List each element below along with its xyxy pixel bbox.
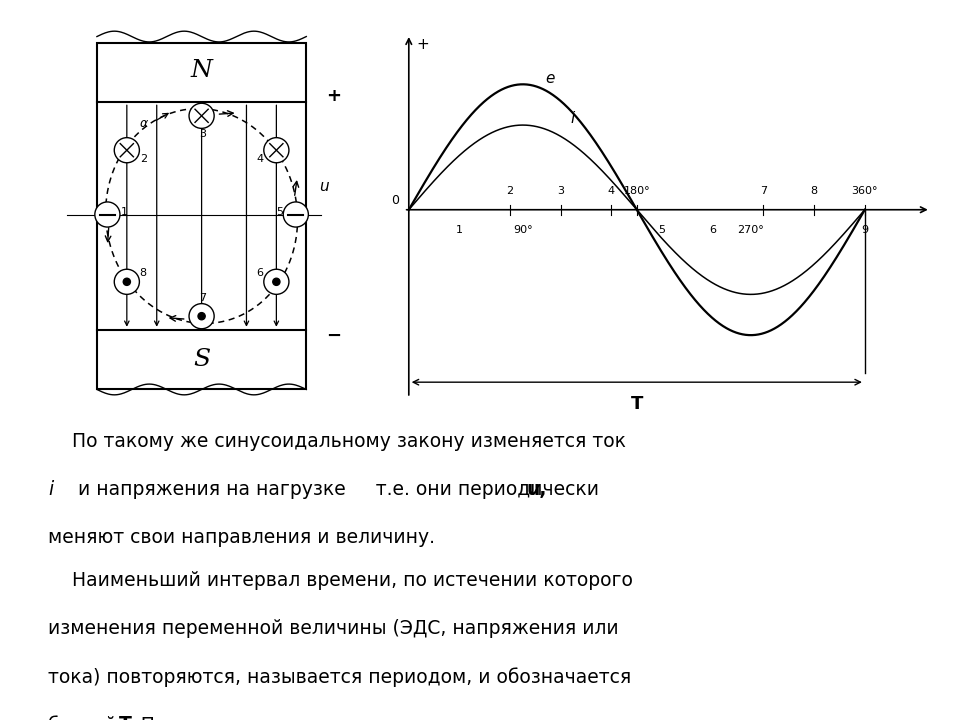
Circle shape xyxy=(198,312,205,320)
Text: T: T xyxy=(631,395,643,413)
Text: N: N xyxy=(191,60,212,83)
Text: 3: 3 xyxy=(199,130,205,140)
Text: +: + xyxy=(417,37,429,53)
Circle shape xyxy=(95,202,120,227)
Text: u: u xyxy=(320,179,329,194)
Text: 7: 7 xyxy=(199,292,205,302)
Text: 2: 2 xyxy=(507,186,514,196)
Text: 6: 6 xyxy=(256,268,263,278)
Text: u,: u, xyxy=(526,480,546,499)
Circle shape xyxy=(283,202,308,227)
Text: тока) повторяются, называется периодом, и обозначается: тока) повторяются, называется периодом, … xyxy=(48,667,632,687)
Text: Наименьший интервал времени, по истечении которого: Наименьший интервал времени, по истечени… xyxy=(48,571,633,590)
Text: 1: 1 xyxy=(456,225,463,235)
Circle shape xyxy=(114,269,139,294)
Bar xyxy=(97,330,306,390)
Circle shape xyxy=(264,269,289,294)
Text: α: α xyxy=(139,117,148,130)
Text: +: + xyxy=(325,87,341,105)
Text: 3: 3 xyxy=(558,186,564,196)
Text: 270°: 270° xyxy=(737,225,764,235)
Text: меняют свои направления и величину.: меняют свои направления и величину. xyxy=(48,528,435,547)
Circle shape xyxy=(123,278,131,285)
Text: 1: 1 xyxy=(120,207,128,217)
Text: i: i xyxy=(571,112,575,126)
Text: Т.: Т. xyxy=(119,715,139,720)
Text: 8: 8 xyxy=(810,186,818,196)
Text: 90°: 90° xyxy=(513,225,533,235)
Text: По такому же синусоидальному закону изменяется ток: По такому же синусоидальному закону изме… xyxy=(48,432,626,451)
Text: буквой    Период измеряется в секундах.: буквой Период измеряется в секундах. xyxy=(48,715,457,720)
Text: 4: 4 xyxy=(256,154,263,164)
Circle shape xyxy=(189,103,214,128)
Text: 6: 6 xyxy=(709,225,716,235)
Bar xyxy=(97,42,306,102)
Text: 8: 8 xyxy=(140,268,147,278)
Text: S: S xyxy=(193,348,210,371)
Text: 0: 0 xyxy=(391,194,398,207)
Text: 9: 9 xyxy=(861,225,869,235)
Circle shape xyxy=(273,278,280,285)
Text: 4: 4 xyxy=(608,186,615,196)
Text: 180°: 180° xyxy=(623,186,650,196)
Text: 5: 5 xyxy=(659,225,665,235)
Circle shape xyxy=(189,304,214,329)
Circle shape xyxy=(264,138,289,163)
Text: изменения переменной величины (ЭДС, напряжения или: изменения переменной величины (ЭДС, напр… xyxy=(48,619,618,638)
Text: 7: 7 xyxy=(760,186,767,196)
Text: e: e xyxy=(545,71,555,86)
Text: и напряжения на нагрузке     т.е. они периодически: и напряжения на нагрузке т.е. они период… xyxy=(48,480,599,499)
Text: −: − xyxy=(325,327,341,345)
Text: i: i xyxy=(48,480,53,499)
Text: 5: 5 xyxy=(276,207,283,217)
Text: 2: 2 xyxy=(140,154,147,164)
Circle shape xyxy=(114,138,139,163)
Text: 360°: 360° xyxy=(852,186,878,196)
